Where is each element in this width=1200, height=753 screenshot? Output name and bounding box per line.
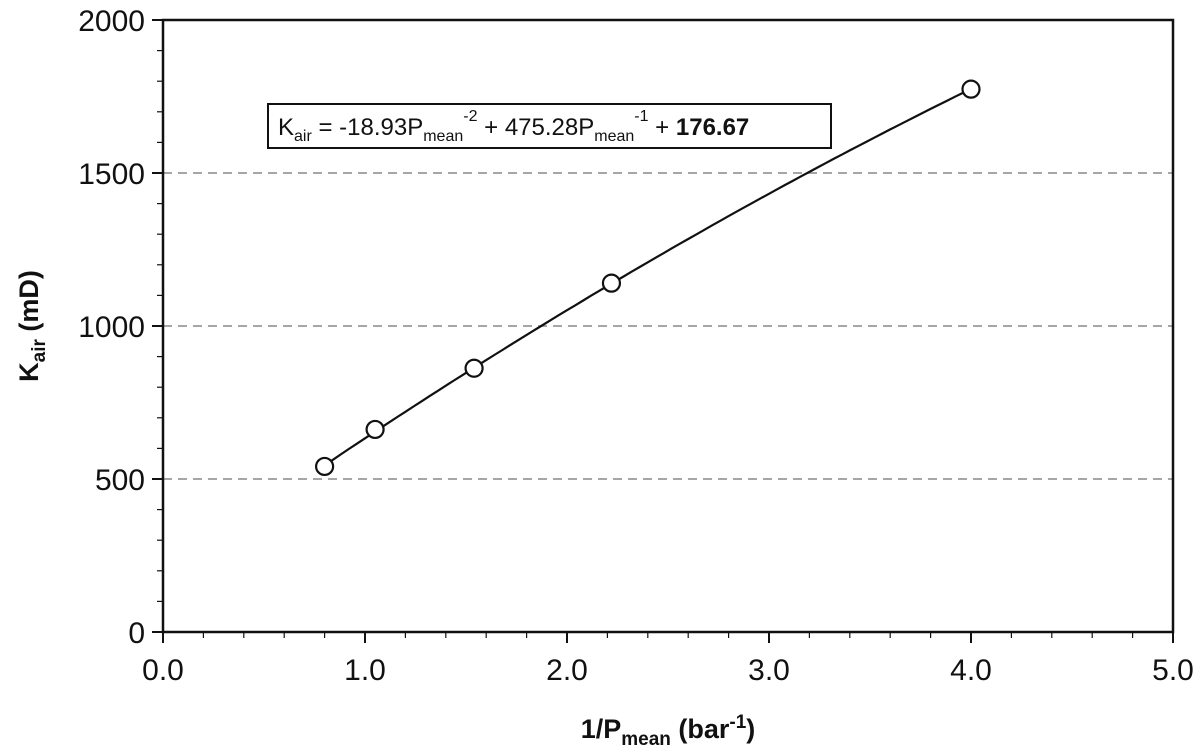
y-tick-label: 500 xyxy=(95,464,145,497)
eq-k-sub: air xyxy=(294,128,312,145)
eq-p2-sub: mean xyxy=(594,128,634,145)
x-title-end: ) xyxy=(746,714,755,744)
y-title-sub: air xyxy=(29,339,50,363)
y-tick-label: 1500 xyxy=(78,158,145,191)
y-title-base: K xyxy=(14,362,44,382)
grid-layer xyxy=(163,172,1173,480)
y-tick-label: 2000 xyxy=(78,5,145,38)
data-point xyxy=(315,456,335,477)
equation-box xyxy=(267,103,832,149)
data-point xyxy=(365,419,385,440)
equation-text: Kair = -18.93Pmean-2 + 475.28Pmean-1 + 1… xyxy=(278,108,749,145)
x-tick-label: 1.0 xyxy=(344,654,386,687)
x-tick-label: 3.0 xyxy=(748,654,790,687)
x-title-sub: mean xyxy=(621,729,671,750)
eq-p1-sup: -2 xyxy=(463,108,477,125)
eq-const: 176.67 xyxy=(676,114,749,141)
x-title-base: 1/P xyxy=(581,714,622,744)
eq-part1: = -18.93P xyxy=(312,114,423,141)
eq-k: K xyxy=(278,114,294,141)
fit-curve xyxy=(323,87,972,467)
x-title-rest: (bar xyxy=(671,714,730,744)
eq-part2: + 475.28P xyxy=(477,114,594,141)
y-axis-title: Kair (mD) xyxy=(14,270,50,382)
data-point xyxy=(601,273,622,293)
x-tick-label: 4.0 xyxy=(950,654,992,687)
marker-layer xyxy=(315,79,981,477)
x-title-sup: -1 xyxy=(729,712,746,733)
y-title-rest: (mD) xyxy=(14,270,44,339)
data-point xyxy=(961,79,981,99)
y-tick-label: 0 xyxy=(128,617,145,650)
data-point xyxy=(464,358,484,378)
x-tick-label: 0.0 xyxy=(142,654,184,687)
x-tick-label: 2.0 xyxy=(546,654,588,687)
tick-layer: 0 500 1000 1500 2000 0.0 1.0 2.0 3.0 4.0 5.0 xyxy=(78,5,1194,687)
y-tick-label: 1000 xyxy=(78,311,145,344)
eq-p2-sup: -1 xyxy=(634,108,648,125)
x-axis-title: 1/Pmean (bar-1) xyxy=(581,712,756,750)
eq-plus: + xyxy=(649,114,676,141)
eq-p1-sub: mean xyxy=(423,128,463,145)
x-tick-label: 5.0 xyxy=(1152,654,1194,687)
